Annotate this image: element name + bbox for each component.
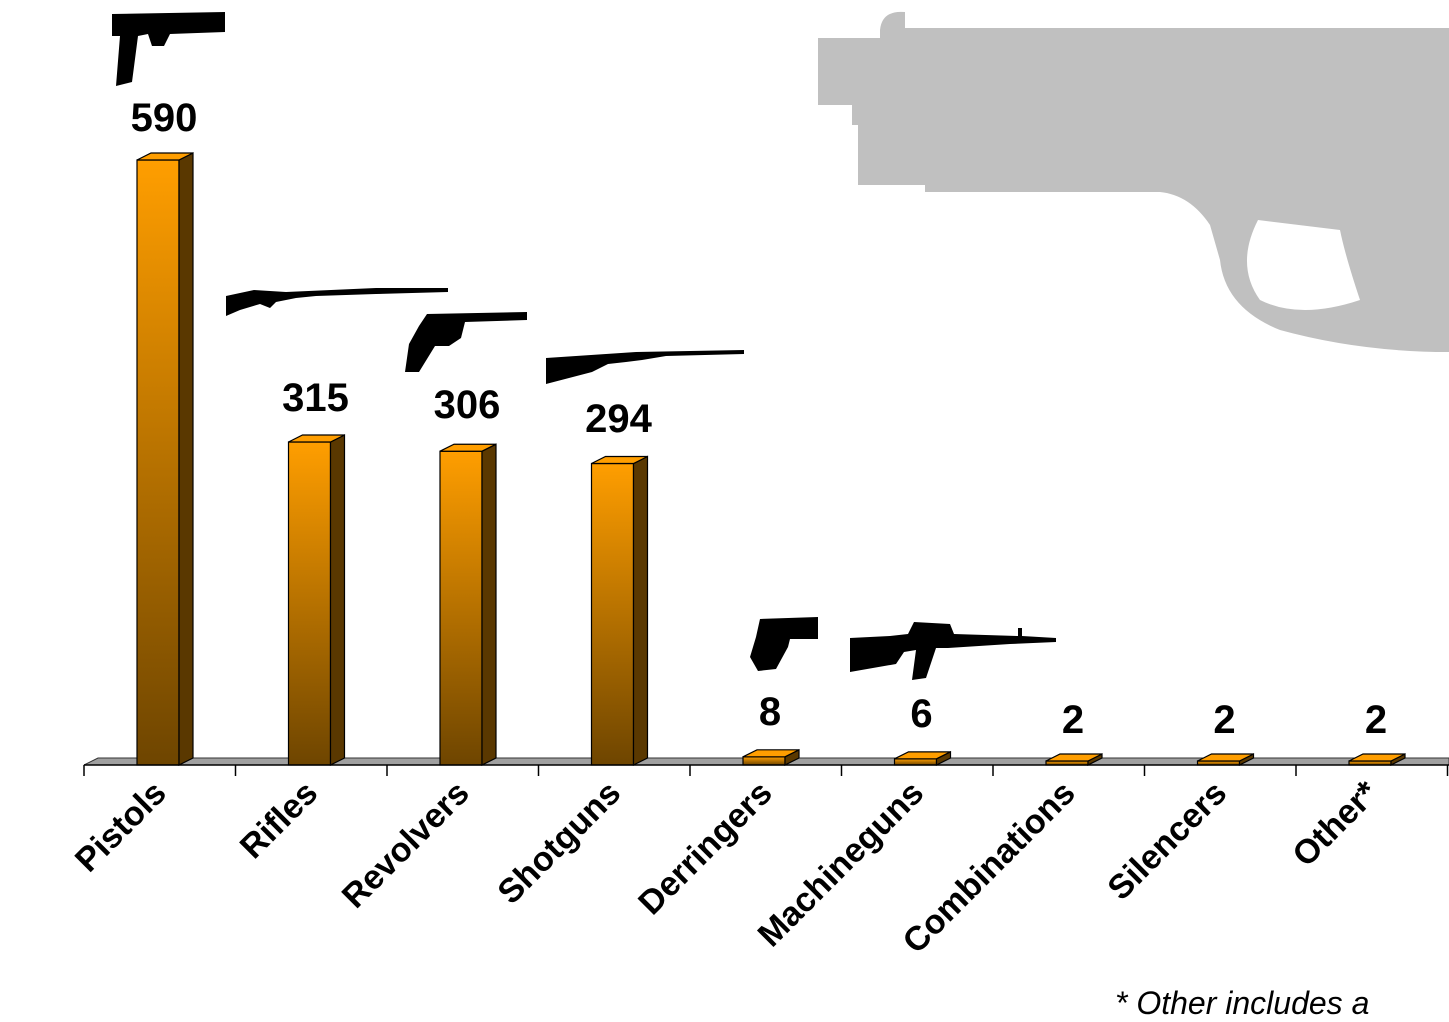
bar-revolvers bbox=[439, 443, 497, 766]
bar-side bbox=[481, 443, 497, 766]
data-label: 2 bbox=[1062, 698, 1084, 742]
bar-side bbox=[632, 455, 649, 766]
bar-derringers bbox=[742, 748, 800, 766]
machinegun-icon bbox=[850, 622, 1056, 680]
data-label: 2 bbox=[1213, 698, 1235, 742]
data-label: 2 bbox=[1365, 698, 1387, 742]
bar-top bbox=[894, 751, 951, 760]
bar-silencers bbox=[1196, 753, 1255, 766]
data-labels: 590 315 306 294 8 6 2 2 2 bbox=[131, 96, 1388, 742]
x-tick-label: Revolvers bbox=[335, 774, 477, 916]
x-tick-label: Silencers bbox=[1100, 774, 1234, 908]
x-tick-label: Derringers bbox=[631, 774, 779, 922]
bar-side bbox=[329, 434, 346, 766]
bar-front bbox=[893, 758, 938, 766]
background-pistol-icon bbox=[818, 11, 1449, 353]
x-tick-label: Other* bbox=[1285, 773, 1386, 874]
bar-machineguns bbox=[893, 750, 952, 766]
bar-pistols bbox=[136, 152, 194, 766]
bar-top bbox=[439, 443, 497, 452]
data-label: 8 bbox=[759, 690, 781, 734]
bar-rifles bbox=[287, 434, 346, 766]
bar-other bbox=[1348, 753, 1406, 766]
bar-top bbox=[591, 455, 648, 465]
bar-top bbox=[288, 434, 345, 443]
revolver-icon bbox=[405, 312, 527, 372]
shotgun-icon bbox=[546, 350, 744, 384]
bar-front bbox=[439, 450, 483, 766]
bar-top bbox=[136, 152, 194, 161]
bar-front bbox=[742, 756, 786, 766]
data-label: 6 bbox=[910, 692, 932, 736]
data-label: 294 bbox=[585, 397, 652, 441]
x-tick-labels: Pistols Rifles Revolvers Shotguns Derringers… bbox=[68, 773, 1386, 961]
data-label: 315 bbox=[282, 376, 349, 420]
rifle-icon bbox=[226, 288, 448, 316]
bar-top bbox=[1197, 753, 1254, 762]
derringer-icon bbox=[750, 617, 818, 671]
x-tick-label: Rifles bbox=[233, 774, 325, 866]
bar-combinations bbox=[1045, 753, 1103, 766]
bar-front bbox=[590, 462, 635, 766]
data-label: 590 bbox=[131, 96, 198, 140]
bar-shotguns bbox=[590, 455, 649, 766]
x-tick-label: Pistols bbox=[68, 774, 174, 880]
bar-front bbox=[136, 159, 180, 766]
bar-top bbox=[1348, 753, 1406, 762]
bars bbox=[136, 152, 1406, 766]
bar-top bbox=[1045, 753, 1103, 762]
x-axis bbox=[83, 764, 1449, 776]
data-label: 306 bbox=[434, 383, 501, 427]
weapon-icons bbox=[112, 12, 1056, 680]
pistol-icon bbox=[112, 12, 225, 86]
bar-front bbox=[287, 441, 332, 766]
bar-top bbox=[742, 749, 800, 758]
bar-side bbox=[178, 152, 194, 766]
footnote: * Other includes a bbox=[1115, 985, 1370, 1021]
x-tick-label: Shotguns bbox=[490, 774, 628, 912]
